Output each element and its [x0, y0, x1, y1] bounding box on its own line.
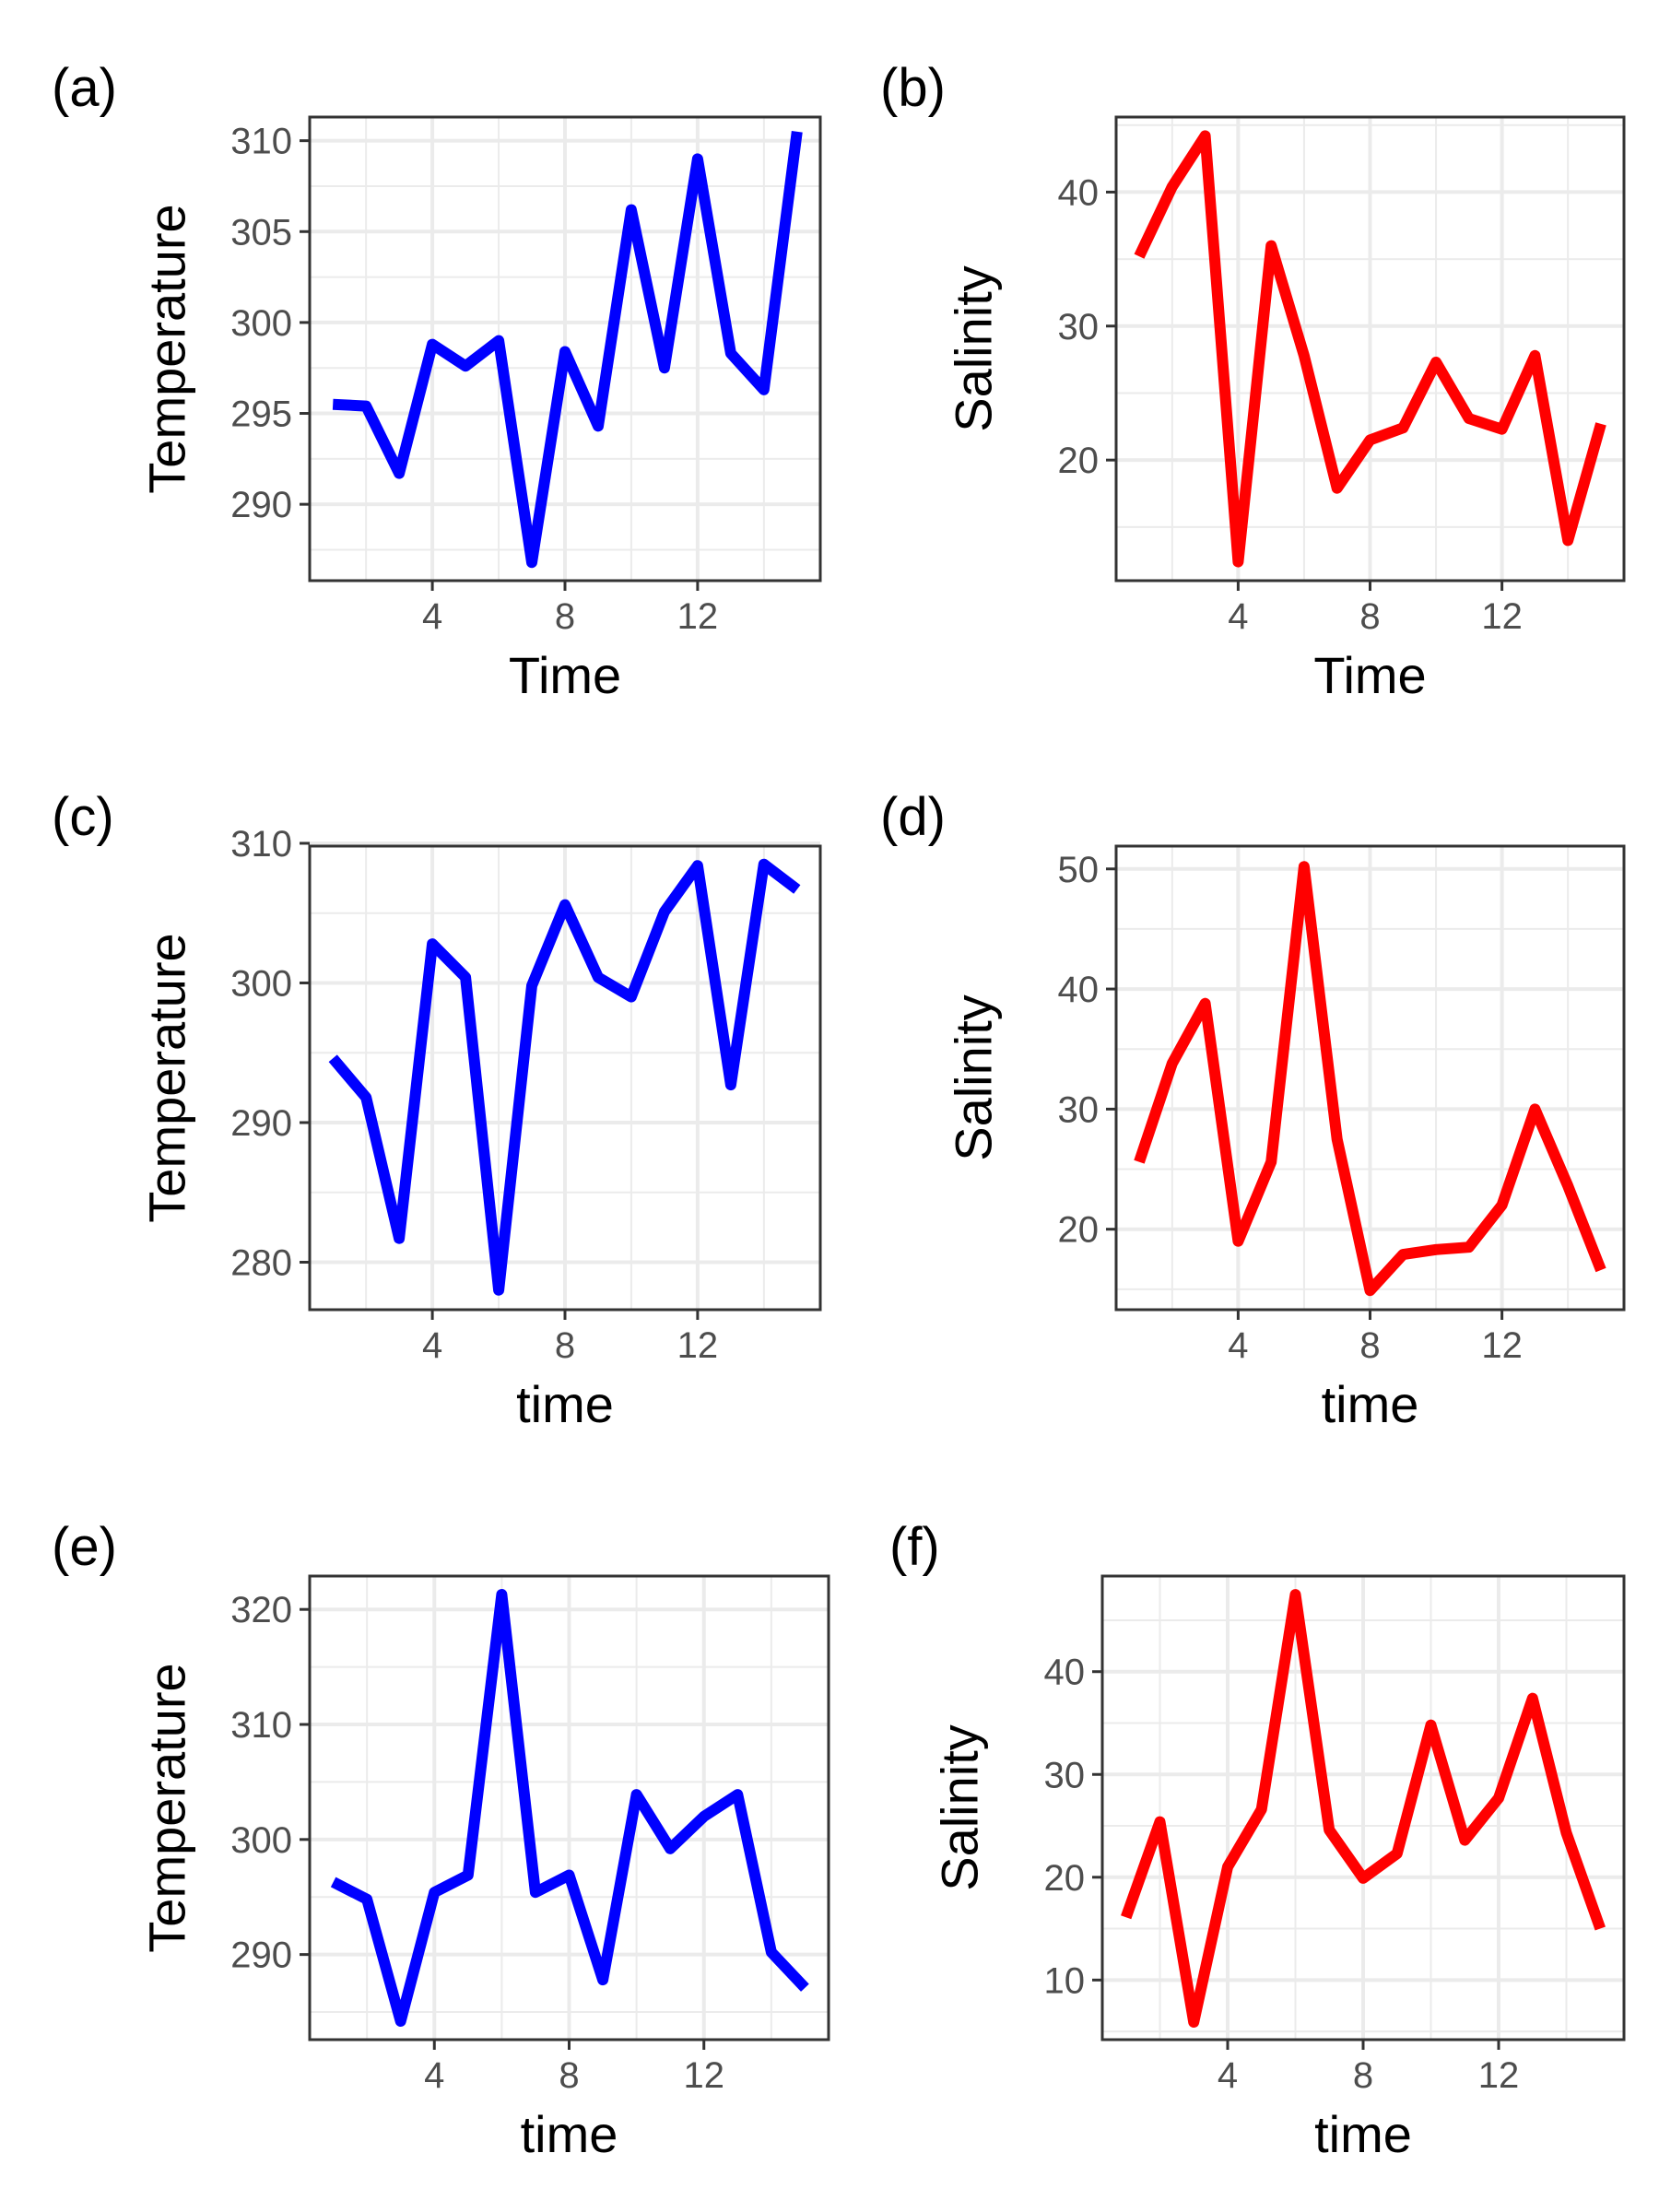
panel-c-x-tick-label: 12: [677, 1325, 719, 1366]
panel-c: 4 8 12 280 290 300 310 (c) time Temperature: [52, 787, 822, 1433]
panel-a-y-tick-label: 310: [230, 122, 292, 162]
panel-b-y-tick-label: 40: [1058, 172, 1100, 213]
panel-e-y-tick-label: 310: [230, 1705, 292, 1746]
panel-a-x-tick-label: 4: [422, 596, 442, 637]
panel-a-x-tick-label: 8: [555, 596, 575, 637]
panel-a-xlabel: Time: [509, 646, 621, 704]
panel-e-y-tick-label: 300: [230, 1820, 292, 1861]
panel-b-series-line: [1134, 130, 1606, 568]
panel-d-x-tick-label: 12: [1481, 1325, 1523, 1366]
panel-e: 4 8 12 290 300 310 320 (e) time Temperature: [52, 1517, 830, 2163]
panel-f-xlabel: time: [1314, 2105, 1412, 2163]
panel-a-x-tick-label: 12: [677, 596, 719, 637]
panel-a-tag: (a): [52, 58, 117, 118]
panel-f-y-tick-label: 40: [1044, 1653, 1086, 1693]
panel-b-x-tick-label: 12: [1481, 596, 1523, 637]
panel-a-y-tick-label: 300: [230, 303, 292, 344]
panel-e-series-line: [330, 1589, 809, 2027]
panel-f-y-tick-label: 30: [1044, 1755, 1086, 1795]
panel-f-x-tick-label: 8: [1353, 2055, 1373, 2096]
panel-c-ylabel: Temperature: [138, 933, 196, 1222]
panel-c-y-tick-label: 310: [230, 824, 292, 865]
panel-c-y-tick-label: 280: [230, 1242, 292, 1283]
panel-a-y-tick-label: 305: [230, 212, 292, 253]
panel-d-ylabel: Salinity: [945, 994, 1003, 1161]
panel-b: 4 8 12 20 30 40 (b) Time Salinity: [880, 58, 1626, 704]
panel-a-y-tick-label: 290: [230, 485, 292, 525]
panel-f-ylabel: Salinity: [931, 1724, 989, 1891]
panel-c-series-line: [328, 858, 801, 1296]
panel-d-y-tick-label: 20: [1058, 1210, 1100, 1251]
panel-c-x-tick-label: 4: [422, 1325, 442, 1366]
panel-c-x-tick-label: 8: [555, 1325, 575, 1366]
panel-e-x-tick-label: 4: [424, 2055, 444, 2096]
panel-e-y-tick-label: 290: [230, 1936, 292, 1976]
panel-d-x-tick-label: 4: [1228, 1325, 1248, 1366]
panel-f: 4 8 12 10 20 30 40 (f) time Salinity: [889, 1517, 1626, 2163]
panel-d-xlabel: time: [1322, 1375, 1419, 1433]
panel-b-grid: [1116, 117, 1624, 581]
panel-d-y-tick-label: 30: [1058, 1089, 1100, 1130]
panel-e-ylabel: Temperature: [138, 1663, 196, 1952]
panel-e-tag: (e): [52, 1517, 117, 1577]
panel-b-x-tick-label: 4: [1228, 596, 1248, 637]
panel-b-xlabel: Time: [1313, 646, 1426, 704]
panel-d-y-tick-label: 40: [1058, 970, 1100, 1010]
panel-c-xlabel: time: [516, 1375, 614, 1433]
panel-e-y-tick-label: 320: [230, 1590, 292, 1630]
panel-f-tag: (f): [889, 1517, 940, 1577]
panel-f-series-line: [1121, 1589, 1606, 2028]
panel-d: 4 8 12 20 30 40 50 (d) time Salinity: [880, 787, 1626, 1433]
panel-d-series-line: [1134, 861, 1606, 1297]
panel-b-y-tick-label: 20: [1058, 441, 1100, 481]
panel-a-series-line: [332, 131, 803, 569]
panel-b-x-tick-label: 8: [1359, 596, 1380, 637]
panel-e-x-tick-label: 8: [559, 2055, 579, 2096]
panel-a-ylabel: Temperature: [138, 204, 196, 493]
panel-e-xlabel: time: [521, 2105, 618, 2163]
panel-b-y-tick-label: 30: [1058, 307, 1100, 347]
panel-d-x-tick-label: 8: [1359, 1325, 1380, 1366]
panel-b-tag: (b): [880, 58, 946, 118]
panel-f-x-tick-label: 12: [1478, 2055, 1520, 2096]
panel-c-y-tick-label: 300: [230, 963, 292, 1004]
panel-d-y-tick-label: 50: [1058, 850, 1100, 890]
panel-d-tag: (d): [880, 787, 946, 847]
panel-d-grid: [1116, 846, 1624, 1310]
panel-b-ylabel: Salinity: [945, 265, 1003, 432]
panel-f-y-tick-label: 20: [1044, 1858, 1086, 1899]
panel-f-y-tick-label: 10: [1044, 1960, 1086, 2001]
panel-c-y-tick-label: 290: [230, 1103, 292, 1144]
panel-f-x-tick-label: 4: [1218, 2055, 1238, 2096]
panel-c-tag: (c): [52, 787, 114, 847]
panel-e-x-tick-label: 12: [683, 2055, 724, 2096]
panel-a-y-tick-label: 295: [230, 394, 292, 435]
panel-a: 4 8 12 290 295 300 305 310 (a) Time Temperature: [52, 58, 822, 704]
